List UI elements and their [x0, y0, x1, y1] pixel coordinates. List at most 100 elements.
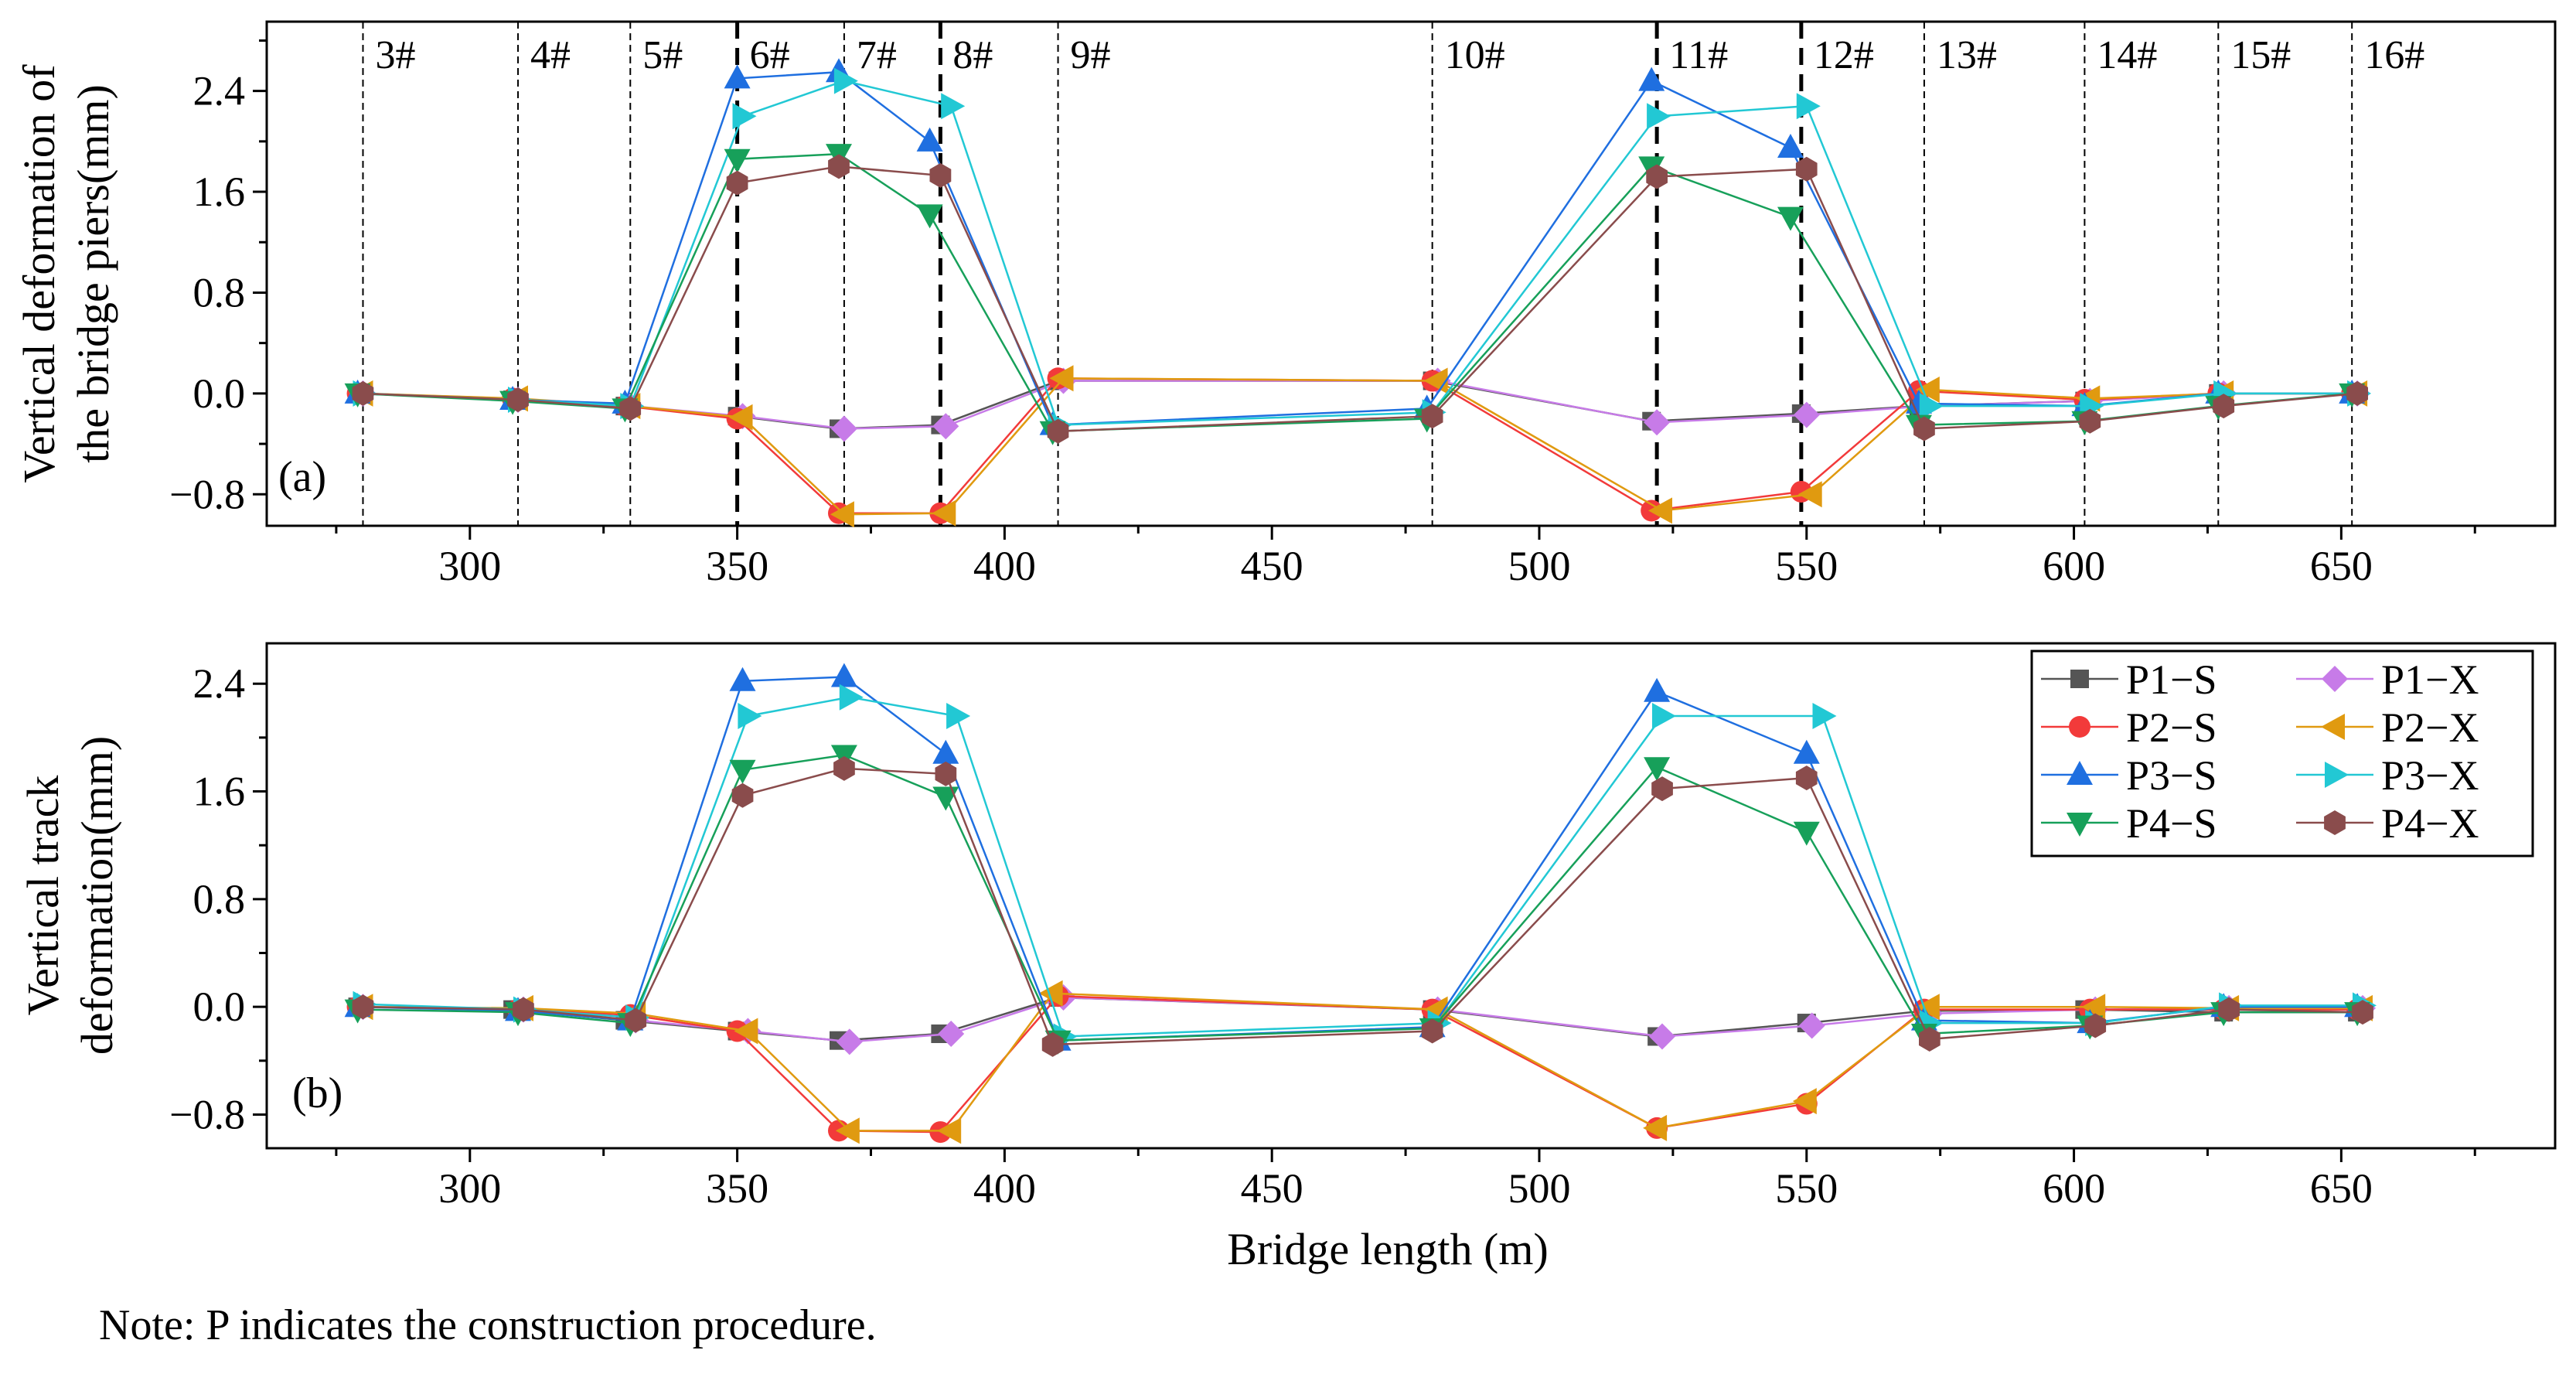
pier-label: 8# [952, 33, 993, 77]
pier-label: 5# [642, 33, 683, 77]
data-point [1919, 1027, 1941, 1052]
x-tick-label: 550 [1775, 1165, 1838, 1212]
pier-label: 9# [1071, 33, 1111, 77]
legend-label: P3−X [2381, 752, 2479, 799]
data-point [1644, 757, 1671, 782]
series-p3-x [353, 67, 2372, 438]
series-p2-x [349, 980, 2373, 1144]
series-line [363, 165, 2358, 433]
x-tick-label: 450 [1241, 1165, 1303, 1212]
y-tick-label: −0.8 [169, 1091, 245, 1137]
data-point [929, 162, 952, 188]
x-axis-title: Bridge length (m) [1227, 1224, 1549, 1274]
chart-panel-a: 300 350 400 450 500 550 600 650 −0.8 0.0 0.8 1.6 2.4… [14, 20, 2557, 589]
data-point [932, 499, 956, 527]
plot-frame [265, 642, 2557, 1150]
pier-label: 14# [2097, 33, 2157, 77]
data-point [2084, 1013, 2107, 1038]
x-tick-label: 350 [706, 1165, 768, 1212]
legend-label: P3−S [2126, 752, 2217, 799]
legend-entry: P3−S [2041, 752, 2217, 799]
data-point [941, 93, 966, 120]
data-point [835, 1117, 860, 1144]
data-point [1652, 703, 1676, 729]
legend-marker [2322, 666, 2348, 692]
x-tick-label: 500 [1508, 1165, 1570, 1212]
data-point [830, 663, 857, 687]
y-axis-title-line: the bridge piers(mm) [68, 84, 118, 463]
legend-marker [2325, 762, 2349, 788]
series-line [357, 70, 2353, 426]
x-tick-label: 450 [1241, 543, 1303, 589]
panel-label: (b) [292, 1069, 342, 1117]
data-point [352, 994, 374, 1020]
data-point [2352, 1000, 2373, 1025]
data-point [2213, 394, 2235, 419]
series-p4-s [344, 144, 2366, 445]
legend-marker [2324, 810, 2346, 835]
pier-label: 15# [2230, 33, 2291, 77]
data-point [1798, 1012, 1825, 1039]
data-point [1793, 821, 1820, 846]
legend-entry: P3−X [2296, 752, 2479, 799]
series-p2-s [346, 367, 2363, 524]
data-point [352, 380, 374, 406]
pier-label: 6# [750, 33, 790, 77]
data-point [1796, 93, 1821, 120]
data-point [1919, 393, 1944, 420]
data-point [1649, 1023, 1675, 1050]
data-point [916, 204, 943, 229]
legend-label: P2−S [2126, 704, 2217, 751]
legend-entry: P4−X [2296, 800, 2479, 847]
x-tick-label: 300 [438, 1165, 501, 1212]
y-axis-title-line: Vertical deformation of [14, 64, 64, 483]
series-p3-s [344, 58, 2366, 435]
data-point [1041, 1031, 1064, 1057]
data-point [932, 739, 959, 764]
data-point [830, 501, 854, 528]
data-point [2081, 994, 2106, 1021]
data-point [839, 684, 864, 711]
data-point [1421, 1018, 1443, 1044]
x-tick-label: 350 [706, 543, 768, 589]
data-point [1793, 401, 1820, 428]
data-point [1047, 418, 1069, 444]
series-p4-x [352, 755, 2373, 1057]
legend-entry: P1−S [2041, 656, 2217, 703]
series-p1-x [349, 984, 2376, 1055]
data-point [729, 667, 756, 691]
panel-label: (a) [278, 453, 326, 501]
data-point [625, 1007, 647, 1033]
data-point [507, 387, 529, 412]
x-tick-label: 400 [973, 1165, 1036, 1212]
data-point [836, 1028, 863, 1055]
data-point [1421, 404, 1443, 429]
series-line [363, 767, 2363, 1046]
legend-entry: P4−S [2041, 800, 2217, 847]
series-p2-x [349, 365, 2368, 528]
data-point [734, 1018, 758, 1045]
data-point [738, 703, 762, 729]
y-tick-label: 0.0 [193, 370, 246, 417]
legend-marker [2321, 714, 2345, 740]
data-point [513, 997, 534, 1022]
data-point [1915, 994, 1940, 1021]
data-point [2079, 408, 2101, 434]
legend-label: P1−X [2381, 656, 2479, 703]
x-tick-label: 650 [2310, 543, 2373, 589]
plot-frame [265, 20, 2557, 527]
legend-label: P4−X [2381, 800, 2479, 847]
series-line [357, 754, 2358, 1042]
x-tick-label: 500 [1508, 543, 1570, 589]
data-point [1651, 776, 1673, 802]
data-point [732, 103, 757, 130]
series-p1-x [349, 367, 2371, 442]
data-point [2218, 997, 2240, 1022]
data-point [1792, 1088, 1817, 1115]
data-point [935, 761, 957, 786]
data-point [1646, 164, 1668, 189]
data-point [1777, 206, 1804, 231]
pier-label: 11# [1669, 33, 1728, 77]
data-point [1793, 739, 1820, 764]
